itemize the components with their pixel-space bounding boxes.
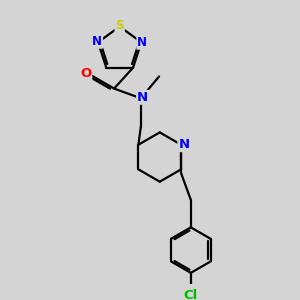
Text: N: N [137, 91, 148, 104]
Text: N: N [137, 36, 147, 49]
Text: Cl: Cl [184, 289, 198, 300]
Text: N: N [178, 138, 190, 151]
Text: O: O [80, 67, 91, 80]
Text: N: N [92, 35, 102, 48]
Text: S: S [116, 19, 124, 32]
